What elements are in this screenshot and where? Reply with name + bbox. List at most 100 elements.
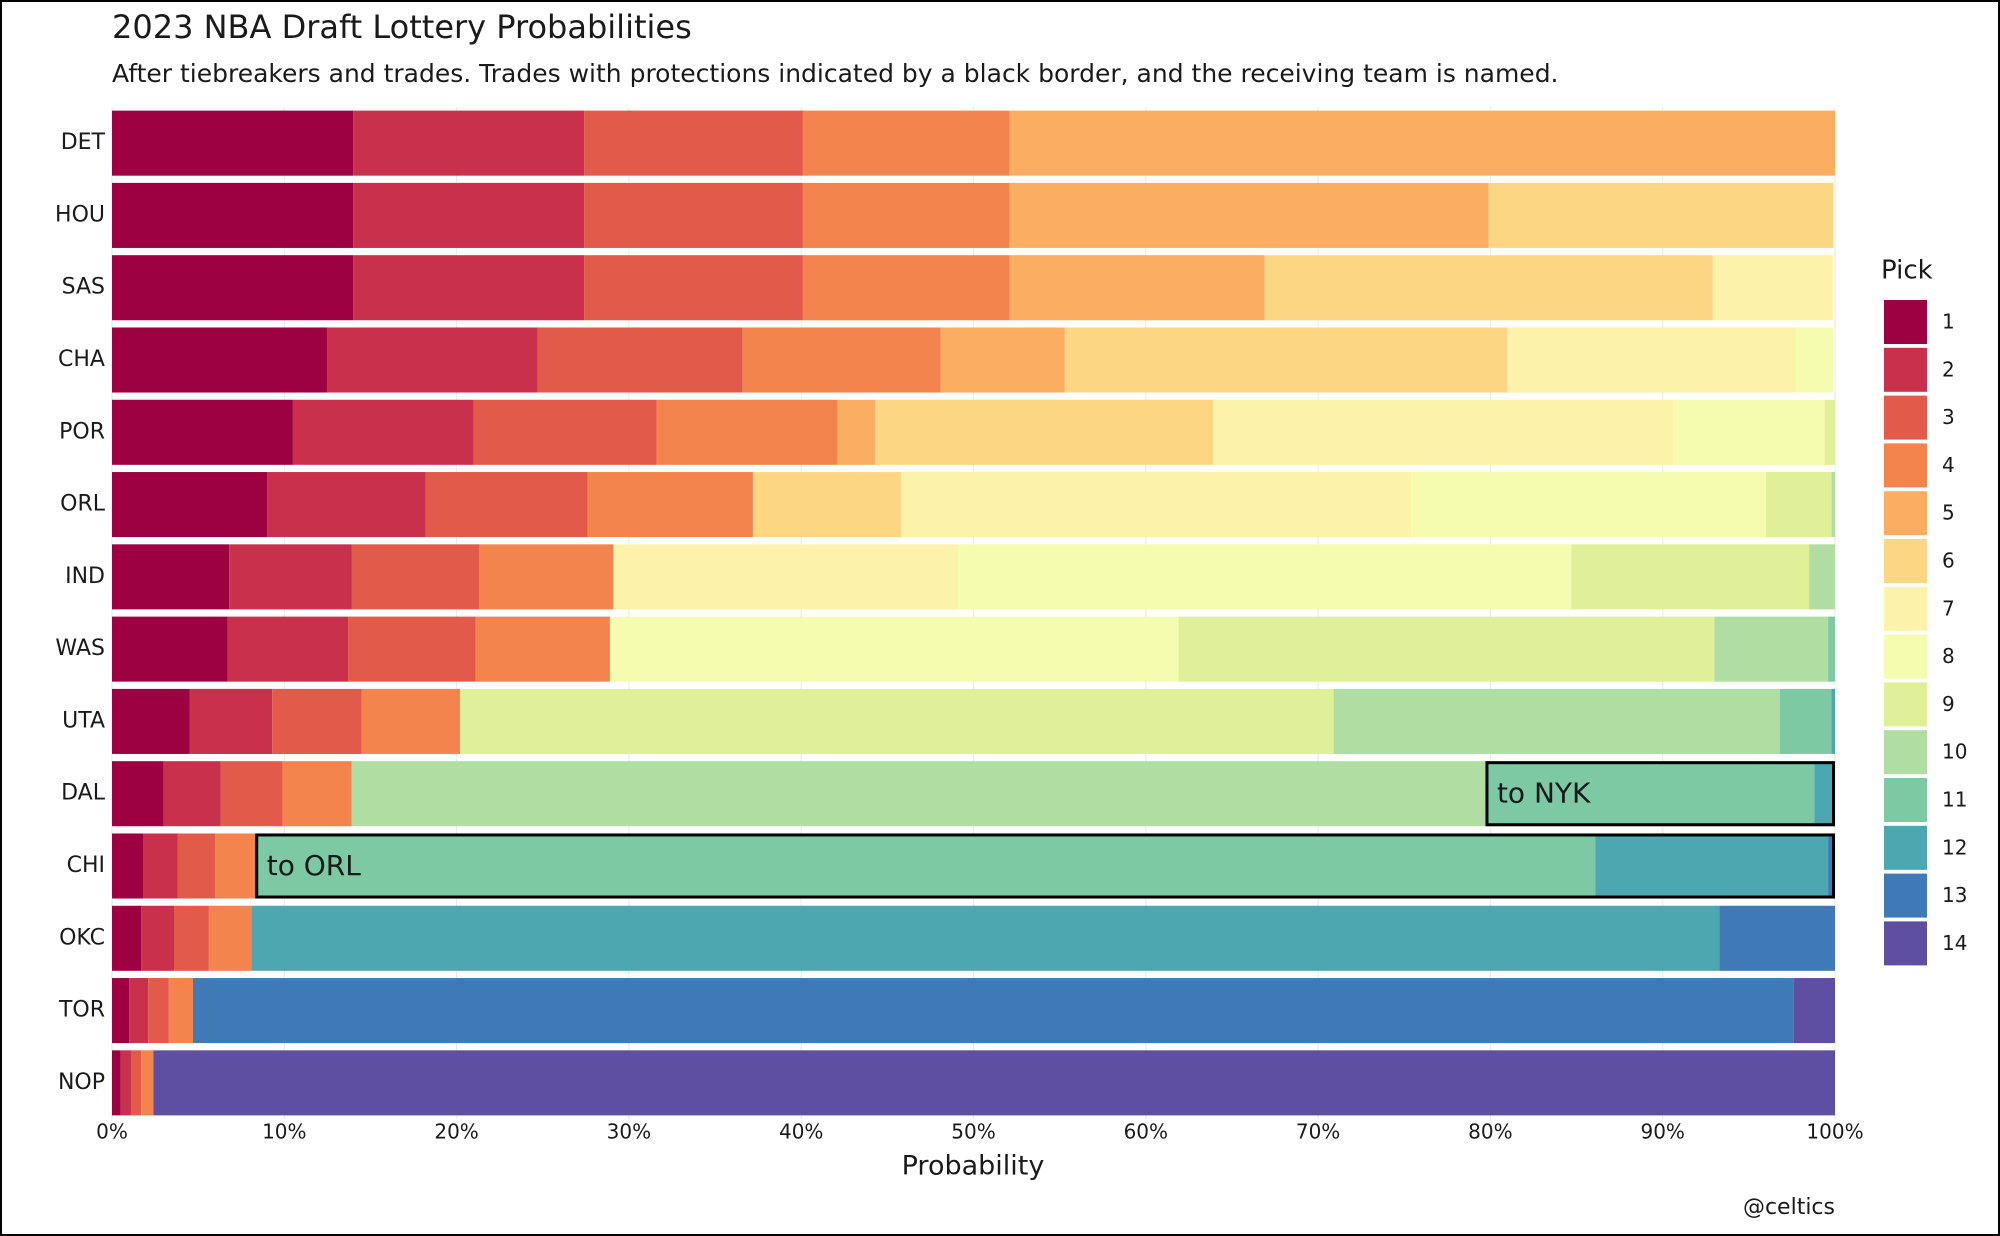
bar-segment (141, 905, 175, 971)
bar-segment (802, 110, 1010, 176)
y-tick-label: CHI (67, 853, 105, 878)
y-tick-label: POR (59, 419, 105, 444)
x-tick-label: 40% (779, 1120, 823, 1144)
bar-segment (112, 327, 328, 393)
bar-segment (478, 544, 614, 610)
bar-segment (192, 978, 1794, 1044)
bar-segment (112, 472, 268, 538)
y-tick-label: IND (65, 564, 105, 589)
bar-segment (1212, 399, 1674, 465)
bar-segment (901, 472, 1412, 538)
bar-segment (292, 399, 474, 465)
bar-segment (1714, 616, 1829, 682)
x-tick-label: 10% (262, 1120, 306, 1144)
bar-segment (112, 110, 354, 176)
bar-segment (112, 761, 164, 827)
bar-segment (1779, 688, 1832, 754)
bar-segment (353, 110, 585, 176)
bar-segment (112, 544, 230, 610)
bar-segment (112, 399, 293, 465)
bar-segment (875, 399, 1213, 465)
bar-segment (752, 472, 902, 538)
bar-segment (112, 616, 228, 682)
x-tick-label: 80% (1468, 1120, 1512, 1144)
bar-segment (168, 978, 193, 1044)
bar-segment (1809, 544, 1835, 610)
bar-segment (587, 472, 753, 538)
bar-segment (609, 616, 1179, 682)
legend-label: 10 (1942, 740, 1967, 764)
x-axis-label: Probability (902, 1151, 1045, 1182)
legend-swatch (1884, 491, 1927, 536)
legend-label: 3 (1942, 405, 1955, 429)
annotation-label: to NYK (1497, 777, 1591, 810)
bar-segment (802, 182, 1010, 248)
legend-label: 2 (1942, 357, 1955, 381)
bar-segment (1828, 833, 1835, 899)
bar-segment (1064, 327, 1508, 393)
bar-segment (143, 833, 178, 899)
bar-segment (129, 978, 149, 1044)
bar-segment (1828, 616, 1835, 682)
legend-swatch (1884, 634, 1927, 679)
bar-segment (1793, 978, 1835, 1044)
y-tick-label: NOP (58, 1070, 105, 1095)
bar-segment (272, 688, 362, 754)
bar-segment (353, 182, 585, 248)
bar-segment (656, 399, 838, 465)
bar-segment (837, 399, 876, 465)
bar-segment (251, 905, 1720, 971)
legend-label: 11 (1942, 788, 1967, 812)
legend-swatch (1884, 873, 1927, 918)
bar-segment (112, 833, 144, 899)
bar-segment (1264, 255, 1713, 321)
bar-segment (742, 327, 941, 393)
bar-segment (112, 1050, 121, 1116)
legend-label: 9 (1942, 692, 1955, 716)
bar-segment (177, 833, 216, 899)
x-tick-label: 0% (96, 1120, 128, 1144)
bar-segment (112, 255, 354, 321)
bar-segment (1673, 399, 1825, 465)
x-tick-label: 90% (1640, 1120, 1684, 1144)
x-tick-label: 50% (951, 1120, 995, 1144)
y-tick-label: UTA (62, 708, 105, 733)
bar-segment (1766, 472, 1832, 538)
legend-label: 14 (1942, 931, 1967, 955)
bar-segment (473, 399, 657, 465)
bar-segment (189, 688, 273, 754)
legend-swatch (1884, 443, 1927, 488)
bar-segment (1411, 472, 1767, 538)
bar-segment (1712, 255, 1834, 321)
bar-segment (1009, 255, 1265, 321)
bar-segment (163, 761, 221, 827)
bars: DET HOU SAS CHA POR ORL IND WAS UTA DAL CHI OKC TOR N… (55, 110, 1835, 1116)
bar-segment (215, 833, 257, 899)
bar-segment (153, 1050, 1835, 1116)
x-tick-label: 30% (607, 1120, 651, 1144)
legend-label: 4 (1942, 453, 1955, 477)
bar-segment (256, 833, 1596, 899)
y-tick-label: HOU (55, 202, 105, 227)
legend-swatch (1884, 730, 1927, 775)
bar-segment (1824, 399, 1835, 465)
bar-segment (1333, 688, 1780, 754)
legend-swatch (1884, 921, 1927, 966)
bar-segment (1488, 182, 1834, 248)
legend-label: 12 (1942, 835, 1967, 859)
bar-segment (1507, 327, 1796, 393)
bar-segment (1486, 761, 1815, 827)
legend-swatch (1884, 300, 1927, 344)
bar-segment (1571, 544, 1810, 610)
bar-segment (327, 327, 538, 393)
annotation-box (255, 833, 1835, 899)
bar-segment (584, 182, 803, 248)
legend-title: Pick (1881, 256, 1933, 286)
bar-segment (1831, 688, 1835, 754)
legend-label: 13 (1942, 883, 1967, 907)
x-tick-label: 20% (434, 1120, 478, 1144)
bar-segment (174, 905, 209, 971)
x-tick-label: 70% (1296, 1120, 1340, 1144)
